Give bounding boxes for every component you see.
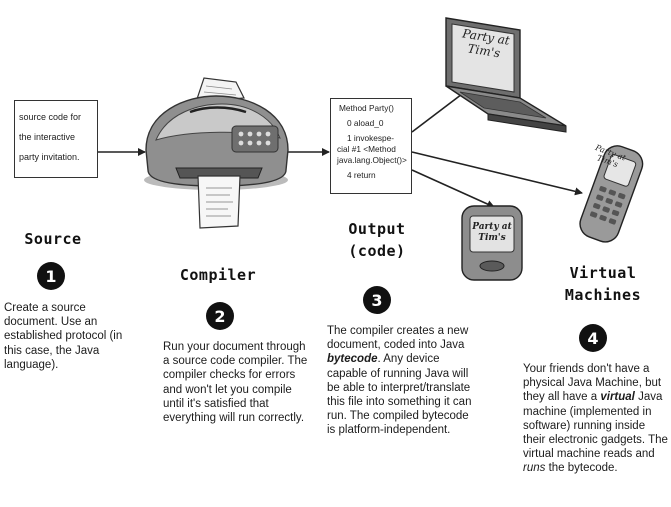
bytecode-document: Method Party() 0 aload_0 1 invokespe- ci… <box>330 98 412 194</box>
output-description-text: The compiler creates a new document, cod… <box>327 325 469 352</box>
compiler-heading: Compiler <box>168 264 268 286</box>
bytecode-doc-line: java.lang.Object()> <box>337 155 407 165</box>
pda-screen-line: Party at <box>472 222 512 232</box>
vm-description-text: the bytecode. <box>545 462 618 475</box>
virtual-machines-description: Your friends don't have a physical Java … <box>523 362 669 476</box>
source-description: Create a source document. Use an establi… <box>4 302 123 371</box>
vm-description-emphasis: runs <box>523 462 546 475</box>
output-heading-line: (code) <box>348 242 406 260</box>
bytecode-doc-line: 0 aload_0 <box>347 118 384 128</box>
compiler-heading-text: Compiler <box>179 266 257 284</box>
step-number-2-badge: 2 <box>206 302 234 330</box>
output-heading: Output (code) <box>327 218 427 262</box>
vm-description-text: Your friends don't have a physical Java … <box>523 363 662 404</box>
virtual-machines-heading-line: Machines <box>564 286 642 304</box>
virtual-machines-heading-line: Virtual <box>569 264 637 282</box>
mobile-phone-illustration <box>579 145 644 243</box>
bytecode-doc-line: Method Party() <box>339 103 394 113</box>
output-description-emphasis: bytecode <box>327 353 378 366</box>
step-number-3-badge: 3 <box>363 286 391 314</box>
source-heading-text: Source <box>24 230 82 248</box>
step-number-4-badge: 4 <box>579 324 607 352</box>
arrow-output-to-pda <box>411 169 495 208</box>
source-heading: Source <box>8 228 98 250</box>
vm-description-emphasis: virtual <box>600 391 635 404</box>
pda-screen-line: Tim's <box>478 233 506 243</box>
source-doc-line: party invitation. <box>19 152 80 162</box>
bytecode-doc-line: 4 return <box>347 170 376 180</box>
bytecode-doc-line: cial #1 <Method <box>337 144 396 154</box>
virtual-machines-heading: Virtual Machines <box>548 262 658 306</box>
source-doc-line: source code for <box>19 112 82 122</box>
bytecode-doc-line: 1 invokespe- <box>347 133 395 143</box>
source-doc-line: the interactive <box>19 132 76 142</box>
arrow-output-to-phone <box>411 151 583 196</box>
output-description: The compiler creates a new document, cod… <box>327 324 477 438</box>
step-number-1-badge: 1 <box>37 262 65 290</box>
compiler-machine-illustration <box>144 77 289 229</box>
vm-description-text: Java machine (implemented in software) r… <box>523 391 668 461</box>
source-code-document: source code for the interactive party in… <box>14 100 98 178</box>
compiler-description: Run your document through a source code … <box>163 341 308 425</box>
output-heading-line: Output <box>348 220 406 238</box>
pda-screen-text: Party at Tim's <box>471 222 513 244</box>
laptop-illustration <box>445 17 567 133</box>
pda-illustration <box>461 205 523 281</box>
output-description-text: . Any device capable of running Java wil… <box>327 353 472 437</box>
